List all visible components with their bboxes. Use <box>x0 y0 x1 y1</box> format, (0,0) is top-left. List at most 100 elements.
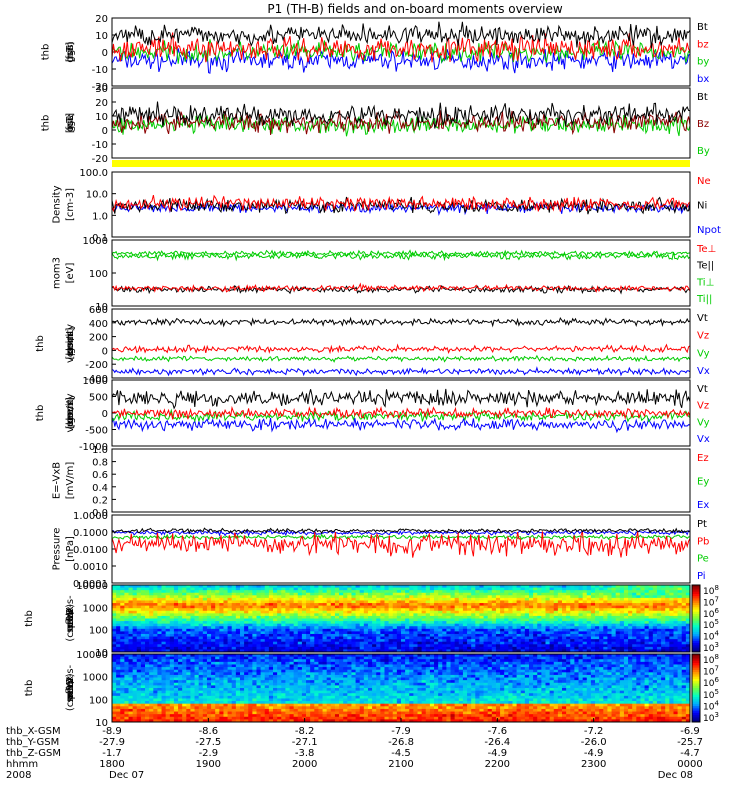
spectrogram-cell <box>454 603 460 607</box>
spectrogram-cell <box>516 605 522 609</box>
spectrogram-cell <box>169 703 175 707</box>
spectrogram-cell <box>161 585 167 588</box>
spectrogram-cell <box>132 716 138 720</box>
spectrogram-cell <box>367 605 373 609</box>
spectrogram-cell <box>512 631 517 635</box>
spectrogram-cell <box>628 641 633 645</box>
spectrogram-cell <box>239 682 245 686</box>
spectrogram-cell <box>149 688 154 692</box>
spectrogram-cell <box>491 590 497 594</box>
spectrogram-cell <box>145 626 150 630</box>
spectrogram-cell <box>153 615 158 619</box>
spectrogram-cell <box>289 672 295 676</box>
panel-frame <box>111 448 691 513</box>
spectrogram-cell <box>140 654 146 658</box>
panel-7-ylabel: E=-VxB [mV/m] <box>52 462 77 500</box>
spectrogram-cell <box>186 680 191 684</box>
spectrogram-cell <box>264 592 270 596</box>
spectrogram-cell <box>458 633 464 637</box>
spectrogram-cell <box>153 656 158 660</box>
spectrogram-cell <box>462 633 468 637</box>
tick-label: 20 <box>95 14 108 25</box>
spectrogram-cell <box>116 649 121 653</box>
spectrogram-cell <box>132 613 138 617</box>
spectrogram-cell <box>169 646 175 650</box>
spectrogram-cell <box>223 667 228 671</box>
spectrogram-cell <box>186 633 191 637</box>
spectrogram-cell <box>190 644 195 648</box>
spectrogram-cell <box>413 641 418 645</box>
spectrogram-cell <box>471 639 476 643</box>
spectrogram-cell <box>685 613 691 617</box>
spectrogram-cell <box>219 623 224 627</box>
spectrogram-cell <box>149 613 154 617</box>
spectrogram-cell <box>124 669 129 673</box>
spectrogram-cell <box>549 590 555 594</box>
spectrogram-cell <box>562 595 567 599</box>
spectrogram-cell <box>132 633 138 637</box>
spectrogram-cell <box>206 664 212 668</box>
spectrogram-cell <box>450 628 456 632</box>
tick-label: 0 <box>102 346 108 357</box>
spectrogram-cell <box>537 613 542 617</box>
spectrogram-cell <box>347 646 352 650</box>
spectrogram-cell <box>673 646 679 650</box>
spectrogram-cell <box>372 590 377 594</box>
spectrogram-cell <box>363 641 369 645</box>
spectrogram-cell <box>475 628 480 632</box>
spectrogram-cell <box>190 674 195 678</box>
spectrogram-cell <box>268 656 274 660</box>
spectrogram-cell <box>648 610 654 614</box>
spectrogram-cell <box>202 654 208 658</box>
spectrogram-cell <box>173 695 179 699</box>
spectrogram-cell <box>376 649 381 653</box>
spectrogram-cell <box>260 590 266 594</box>
spectrogram-cell <box>219 628 224 632</box>
spectrogram-cell <box>685 641 691 645</box>
spectrogram-cell <box>380 649 385 653</box>
spectrogram-cell <box>211 693 216 697</box>
spectrogram-cell <box>467 615 472 619</box>
spectrogram-cell <box>562 613 567 617</box>
spectrogram-cell <box>599 641 604 645</box>
spectrogram-cell <box>677 592 683 596</box>
spectrogram-cell <box>685 633 691 637</box>
spectrogram-cell <box>475 626 480 630</box>
spectrogram-cell <box>380 592 385 596</box>
spectrogram-cell <box>533 595 538 599</box>
spectrogram-cell <box>157 677 162 681</box>
spectrogram-cell <box>268 600 274 604</box>
spectrogram-cell <box>281 621 286 625</box>
spectrogram-cell <box>202 603 208 607</box>
spectrogram-cell <box>500 592 505 596</box>
spectrogram-cell <box>528 641 534 645</box>
spectrogram-cell <box>458 587 464 591</box>
spectrogram-cell <box>132 703 138 707</box>
panel-frame <box>111 514 691 584</box>
spectrogram-cell <box>516 618 522 622</box>
spectrogram-cell <box>256 639 262 643</box>
spectrogram-cell <box>264 716 270 720</box>
spectrogram-cell <box>330 626 336 630</box>
spectrogram-cell <box>405 603 410 607</box>
spectrogram-cell <box>136 656 142 660</box>
spectrogram-cell <box>562 628 567 632</box>
spectrogram-cell <box>334 623 340 627</box>
spectrogram-cell <box>355 587 361 591</box>
spectrogram-cell <box>636 636 641 640</box>
spectrogram-cell <box>388 595 394 599</box>
spectrogram-cell <box>681 646 687 650</box>
spectrogram-cell <box>293 600 299 604</box>
spectrogram-cell <box>334 585 340 588</box>
spectrogram-cell <box>244 674 249 678</box>
spectrogram-cell <box>665 626 670 630</box>
spectrogram-cell <box>260 661 266 665</box>
spectrogram-cell <box>330 649 336 653</box>
spectrogram-cell <box>471 641 476 645</box>
spectrogram-cell <box>405 631 410 635</box>
spectrogram-cell <box>293 656 299 660</box>
spectrogram-cell <box>367 644 373 648</box>
spectrogram-cell <box>173 636 179 640</box>
spectrogram-cell <box>413 631 418 635</box>
spectrogram-cell <box>140 613 146 617</box>
